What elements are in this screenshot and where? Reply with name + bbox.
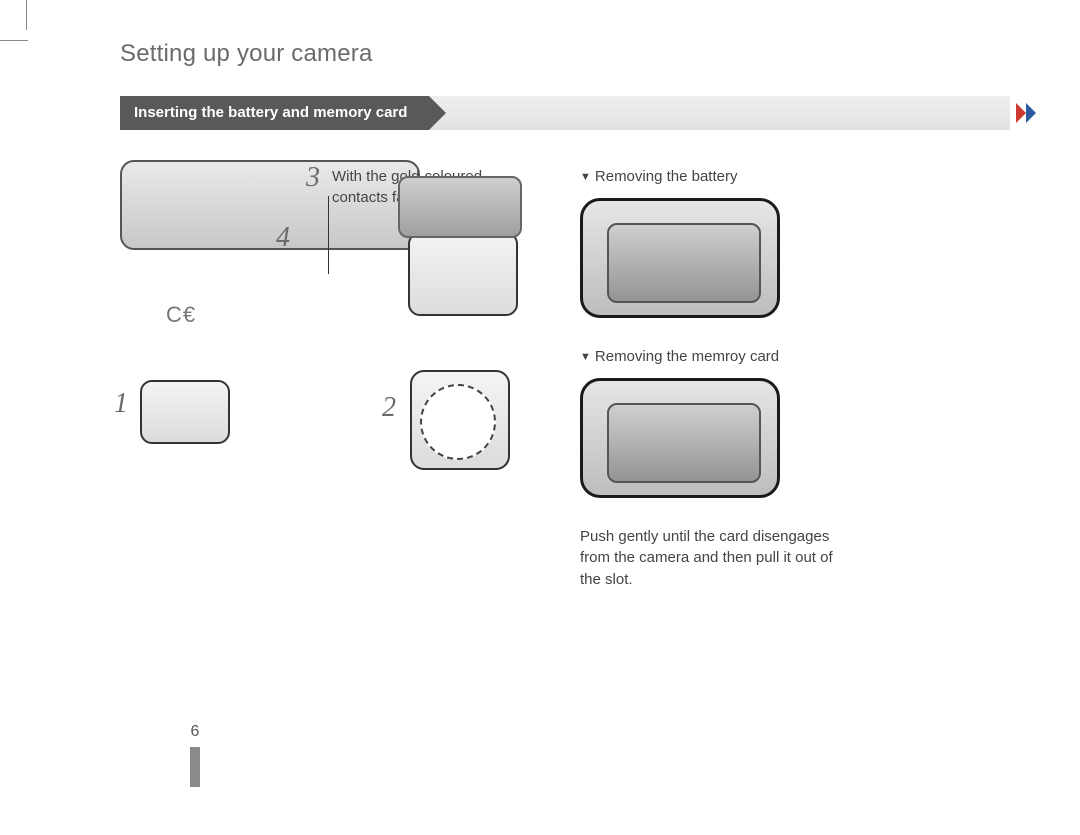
removing-battery-heading: ▼ Removing the battery — [580, 166, 1010, 188]
callout-number-4: 4 — [276, 222, 290, 254]
removing-card-heading: ▼ Removing the memroy card — [580, 346, 1010, 368]
manual-page: Setting up your camera Inserting the bat… — [0, 0, 1080, 835]
ce-mark-icon: C€ — [166, 302, 196, 328]
callout-number-1: 1 — [114, 388, 128, 420]
removing-card-label: Removing the memroy card — [595, 348, 779, 365]
page-number: 6 — [184, 723, 206, 741]
down-triangle-icon: ▼ — [580, 171, 591, 183]
leader-line — [328, 196, 329, 274]
page-title: Setting up your camera — [120, 40, 1010, 68]
callout-number-3: 3 — [306, 162, 320, 194]
section-heading-bar: Inserting the battery and memory card — [120, 96, 1010, 130]
battery-polarity-detail — [420, 384, 496, 460]
removing-card-instructions: Push gently until the card disengages fr… — [580, 526, 840, 591]
continue-icon — [1016, 103, 1040, 123]
content-row: 3 With the gold-coloured contacts facing… — [120, 160, 1010, 591]
instructions-column: ▼ Removing the battery ▼ Removing the memr… — [580, 160, 1010, 591]
removing-card-illustration — [580, 378, 780, 498]
diagram-column: 3 With the gold-coloured contacts facing… — [120, 160, 540, 520]
page-number-bar — [190, 747, 200, 787]
down-triangle-icon: ▼ — [580, 351, 591, 363]
removing-battery-illustration — [580, 198, 780, 318]
page-number-block: 6 — [184, 723, 206, 787]
latch-inset-illustration — [140, 380, 230, 444]
callout-number-2: 2 — [382, 392, 396, 424]
memory-card-inset-illustration — [408, 232, 518, 316]
removing-battery-label: Removing the battery — [595, 168, 738, 185]
section-heading: Inserting the battery and memory card — [120, 96, 429, 130]
